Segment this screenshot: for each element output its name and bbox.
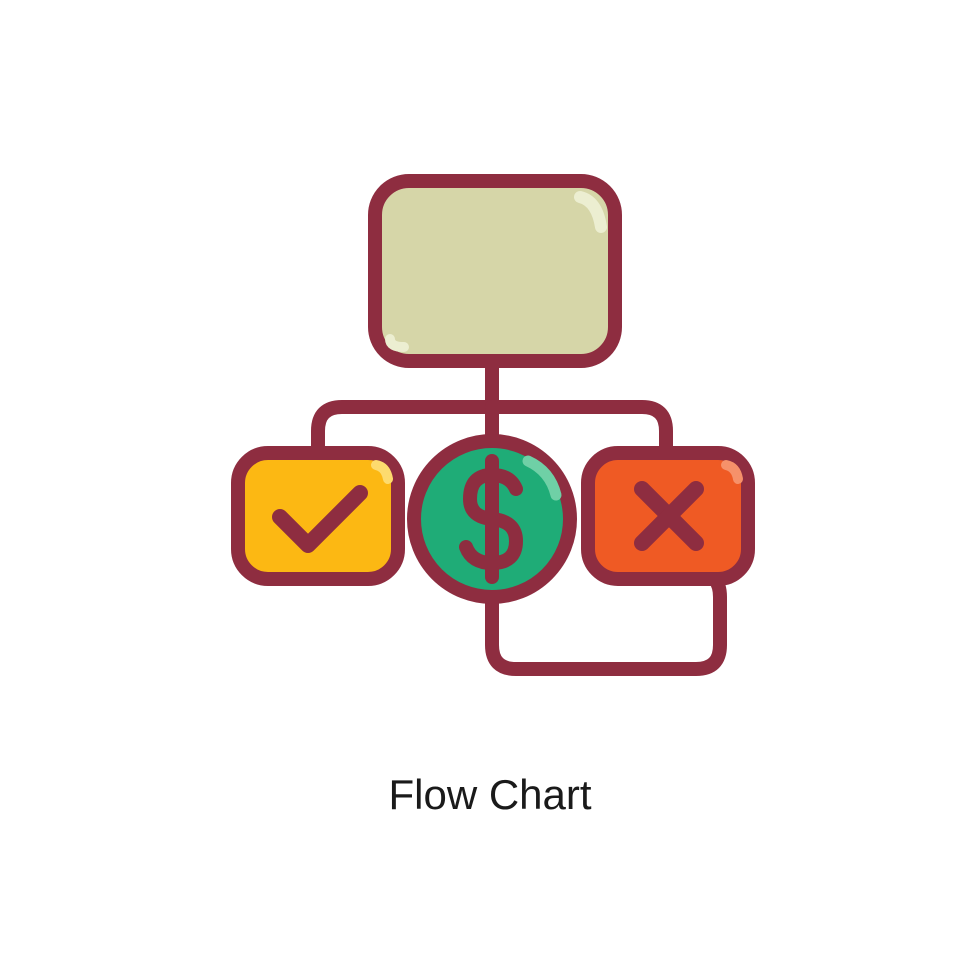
top-node — [375, 181, 615, 361]
center-node-dollar — [414, 441, 570, 597]
left-node-check — [238, 453, 398, 579]
right-node-cross — [588, 453, 748, 579]
flowchart-diagram — [210, 161, 770, 721]
caption-label: Flow Chart — [388, 771, 591, 819]
dollar-icon — [466, 461, 516, 577]
